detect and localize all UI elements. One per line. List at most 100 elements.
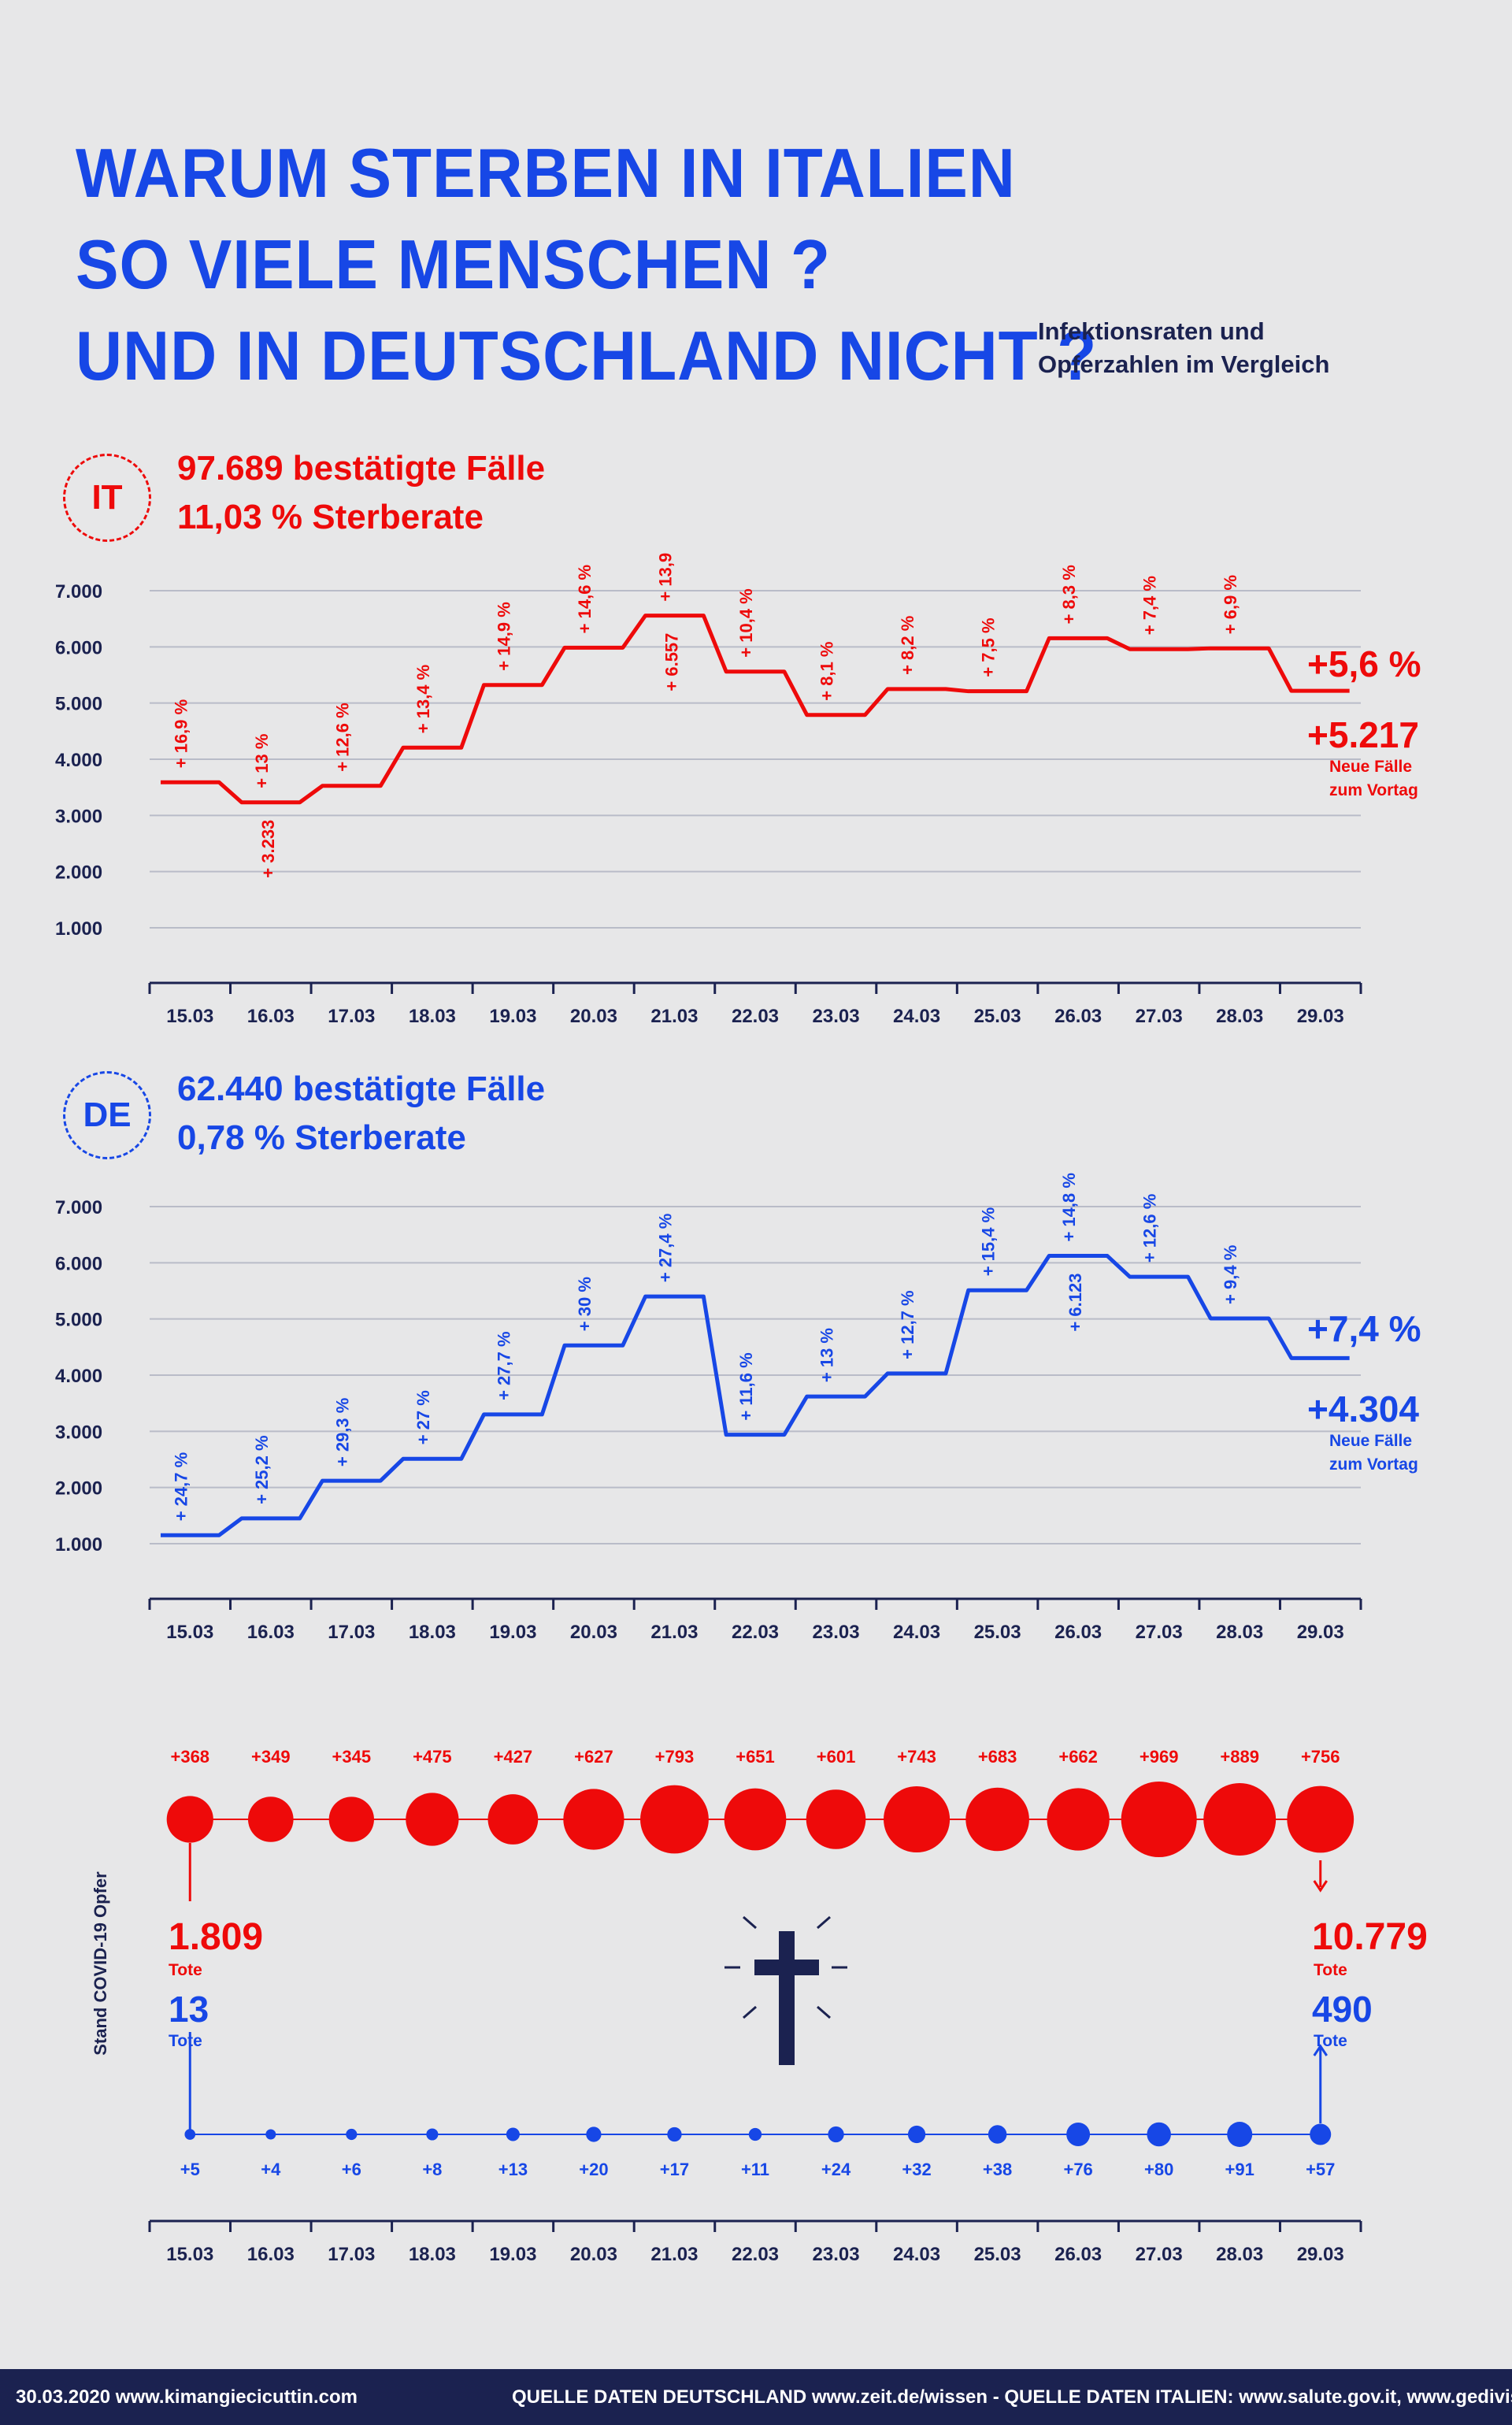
germany-x-label: 26.03 [1054,1622,1102,1643]
germany-deaths-bubble [988,2125,1007,2144]
germany-last-new: +4.304 [1307,1389,1419,1429]
italy-cases: 97.689 bestätigte Fälle [177,449,546,488]
italy-deaths-label: +349 [251,1747,291,1767]
italy-pct-label: + 6,9 % [1221,575,1240,634]
germany-badge: DE [63,1071,151,1159]
germany-x-label: 27.03 [1136,1622,1183,1643]
germany-pct-label: + 14,8 % [1059,1173,1079,1241]
germany-value-label: + 6.123 [1065,1274,1085,1332]
footer-bar: 30.03.2020 www.kimangiecicuttin.com QUEL… [0,2369,1512,2425]
italy-x-label: 27.03 [1136,1006,1183,1027]
germany-deaths-label: +32 [902,2160,931,2179]
italy-last-pct: +5,6 % [1307,643,1421,684]
germany-last-pct: +7,4 % [1307,1308,1421,1349]
germany-pct-label: + 30 % [575,1277,595,1331]
germany-deaths-start-unit: Tote [169,2032,202,2050]
germany-y-tick: 3.000 [55,1422,102,1443]
italy-deaths-bubble [1047,1788,1110,1851]
italy-x-label: 16.03 [247,1006,295,1027]
italy-deaths-label: +756 [1301,1747,1340,1767]
germany-pct-label: + 25,2 % [252,1435,272,1504]
italy-deaths-start: 1.809 [169,1916,264,1958]
page-title-line-3: UND IN DEUTSCHLAND NICHT ? [76,317,1098,395]
germany-y-tick: 6.000 [55,1253,102,1274]
italy-deaths-label: +475 [413,1747,452,1767]
germany-pct-label: + 12,7 % [898,1290,917,1359]
germany-deaths-label: +8 [422,2160,442,2179]
italy-x-label: 23.03 [813,1006,860,1027]
germany-deaths-label: +24 [821,2160,851,2179]
germany-deaths-label: +5 [180,2160,200,2179]
germany-x-label: 16.03 [247,1622,295,1643]
germany-deaths-label: +4 [261,2160,281,2179]
germany-deaths-label: +6 [342,2160,361,2179]
italy-deaths-bubble [640,1785,709,1854]
italy-pct-label: + 14,6 % [575,565,595,633]
germany-deaths-bubble [265,2129,276,2140]
page-title-line-2: SO VIELE MENSCHEN ? [76,225,831,303]
germany-deaths-end: 490 [1312,1989,1373,2030]
germany-deaths-bubble [667,2127,682,2142]
italy-x-label: 19.03 [489,1006,536,1027]
italy-value-label: + 6.557 [662,633,681,692]
italy-deaths-label: +889 [1220,1747,1259,1767]
italy-pct-label: + 13,4 % [413,665,433,733]
italy-deaths-bubble [884,1785,951,1853]
germany-deaths-bubble [346,2128,358,2141]
germany-deaths-label: +76 [1063,2160,1092,2179]
germany-x-label: 21.03 [650,1622,698,1643]
victims-x-label: 16.03 [247,2244,295,2265]
victims-x-label: 20.03 [570,2244,617,2265]
italy-y-tick: 6.000 [55,637,102,658]
germany-x-label: 29.03 [1297,1622,1344,1643]
italy-y-tick: 1.000 [55,918,102,940]
italy-last-new: +5.217 [1307,714,1419,755]
footer-sources: QUELLE DATEN DEUTSCHLAND www.zeit.de/wis… [512,2386,1512,2408]
germany-deaths-bubble [506,2127,520,2141]
germany-line-chart: 7.000 6.000 5.000 4.000 3.000 2.000 1.000 15.03… [55,1173,1362,1643]
germany-x-label: 28.03 [1216,1622,1263,1643]
victims-bubble-chart: +368 +349 +345 +475 +427 +627 +793 +651 +601 +743… [148,1747,1362,2265]
italy-pct-label: + 7,5 % [979,617,999,677]
italy-deaths-bubble [806,1789,866,1849]
italy-note-line-1: Neue Fälle [1329,758,1413,776]
italy-deaths-bubble [965,1787,1029,1852]
germany-deaths-bubble [748,2127,762,2141]
cross-icon [724,1915,847,2065]
italy-line-chart: 7.000 6.000 5.000 4.000 3.000 2.000 1.000 15.03… [55,551,1362,1027]
italy-deaths-end: 10.779 [1312,1916,1428,1958]
italy-deaths-label: +743 [897,1747,936,1767]
italy-x-label: 25.03 [974,1006,1021,1027]
italy-x-label: 20.03 [570,1006,617,1027]
victims-x-label: 21.03 [650,2244,698,2265]
germany-deaths-bubble [907,2125,926,2144]
italy-note-line-2: zum Vortag [1329,781,1418,799]
germany-pct-label: + 27,7 % [494,1331,513,1400]
victims-x-label: 22.03 [732,2244,779,2265]
italy-badge: IT [63,454,151,542]
victims-axis-label: Stand COVID-19 Opfer [91,1871,110,2056]
italy-pct-label: + 10,4 % [736,588,756,657]
germany-pct-label: + 11,6 % [736,1352,756,1420]
germany-x-label: 25.03 [974,1622,1021,1643]
germany-deaths-label: +80 [1144,2160,1173,2179]
italy-x-label: 15.03 [166,1006,213,1027]
germany-x-label: 17.03 [328,1622,375,1643]
italy-pct-label: + 8,3 % [1059,565,1079,624]
italy-deaths-label: +427 [494,1747,533,1767]
germany-pct-label: + 12,6 % [1140,1194,1160,1263]
italy-pct-label: + 13,9 % [655,551,675,602]
italy-deaths-label: +969 [1140,1747,1179,1767]
germany-y-tick: 1.000 [55,1534,102,1555]
italy-value-label: + 3.233 [258,820,278,878]
italy-deaths-label: +683 [978,1747,1017,1767]
germany-deaths-label: +17 [660,2160,689,2179]
germany-x-label: 19.03 [489,1622,536,1643]
germany-pct-label: + 24,7 % [171,1452,191,1521]
victims-x-label: 27.03 [1136,2244,1183,2265]
germany-deaths-bubble [1066,2123,1091,2146]
italy-deaths-label: +368 [170,1747,209,1767]
germany-deaths-label: +11 [741,2160,769,2179]
germany-deaths-end-unit: Tote [1314,2032,1347,2050]
germany-pct-label: + 27 % [413,1390,433,1444]
